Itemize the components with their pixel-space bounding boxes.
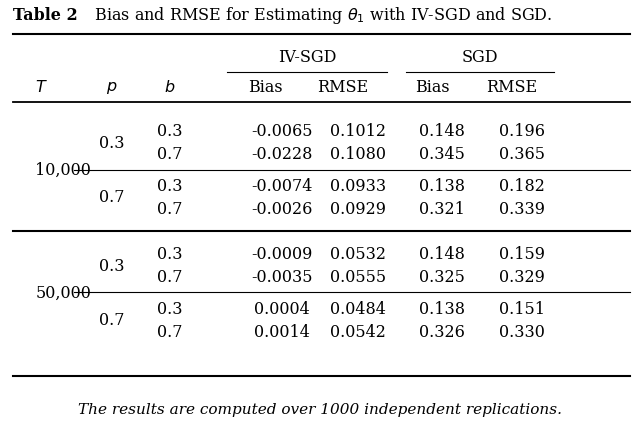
Text: 0.148: 0.148 <box>419 123 465 140</box>
Text: $p$: $p$ <box>106 79 118 96</box>
Text: -0.0074: -0.0074 <box>251 178 312 194</box>
Text: 0.7: 0.7 <box>99 189 125 206</box>
Text: Bias: Bias <box>415 79 449 96</box>
Text: 0.182: 0.182 <box>499 178 545 194</box>
Text: -0.0009: -0.0009 <box>251 246 312 262</box>
Text: 0.196: 0.196 <box>499 123 545 140</box>
Text: 0.0004: 0.0004 <box>253 300 310 317</box>
Text: -0.0065: -0.0065 <box>251 123 312 140</box>
Text: The results are computed over 1000 independent replications.: The results are computed over 1000 indep… <box>78 403 562 417</box>
Text: 0.326: 0.326 <box>419 323 465 340</box>
Text: 0.0484: 0.0484 <box>330 300 387 317</box>
Text: 0.151: 0.151 <box>499 300 545 317</box>
Text: IV-SGD: IV-SGD <box>278 49 337 66</box>
Text: $b$: $b$ <box>164 79 175 96</box>
Text: -0.0035: -0.0035 <box>251 268 312 285</box>
Text: 0.3: 0.3 <box>157 246 182 262</box>
Text: 0.7: 0.7 <box>99 312 125 328</box>
Text: SGD: SGD <box>461 49 499 66</box>
Text: 0.325: 0.325 <box>419 268 465 285</box>
Text: 0.7: 0.7 <box>157 268 182 285</box>
Text: 0.7: 0.7 <box>157 201 182 217</box>
Text: 0.0555: 0.0555 <box>330 268 387 285</box>
Text: RMSE: RMSE <box>317 79 368 96</box>
Text: 0.0532: 0.0532 <box>330 246 387 262</box>
Text: 0.321: 0.321 <box>419 201 465 217</box>
Text: 0.0542: 0.0542 <box>330 323 387 340</box>
Text: 0.330: 0.330 <box>499 323 545 340</box>
Text: 0.1012: 0.1012 <box>330 123 387 140</box>
Text: $T$: $T$ <box>35 79 48 96</box>
Text: RMSE: RMSE <box>486 79 538 96</box>
Text: 0.138: 0.138 <box>419 300 465 317</box>
Text: -0.0026: -0.0026 <box>251 201 312 217</box>
Text: 0.365: 0.365 <box>499 146 545 162</box>
Text: 0.7: 0.7 <box>157 146 182 162</box>
Text: Table 2: Table 2 <box>13 7 77 24</box>
Text: Bias: Bias <box>248 79 283 96</box>
Text: 0.0929: 0.0929 <box>330 201 387 217</box>
Text: 0.7: 0.7 <box>157 323 182 340</box>
Text: 0.148: 0.148 <box>419 246 465 262</box>
Text: 0.3: 0.3 <box>157 300 182 317</box>
Text: Bias and RMSE for Estimating $\theta_1$ with IV-SGD and SGD.: Bias and RMSE for Estimating $\theta_1$ … <box>74 5 552 26</box>
Text: 0.1080: 0.1080 <box>330 146 387 162</box>
Text: 0.3: 0.3 <box>99 134 125 151</box>
Text: -0.0228: -0.0228 <box>251 146 312 162</box>
Text: 0.339: 0.339 <box>499 201 545 217</box>
Text: 50,000: 50,000 <box>35 284 91 301</box>
Text: 0.3: 0.3 <box>99 257 125 274</box>
Text: 0.0933: 0.0933 <box>330 178 387 194</box>
Text: 0.3: 0.3 <box>157 178 182 194</box>
Text: 10,000: 10,000 <box>35 162 91 179</box>
Text: 0.138: 0.138 <box>419 178 465 194</box>
Text: 0.3: 0.3 <box>157 123 182 140</box>
Text: 0.329: 0.329 <box>499 268 545 285</box>
Text: 0.159: 0.159 <box>499 246 545 262</box>
Text: 0.0014: 0.0014 <box>253 323 310 340</box>
Text: 0.345: 0.345 <box>419 146 465 162</box>
